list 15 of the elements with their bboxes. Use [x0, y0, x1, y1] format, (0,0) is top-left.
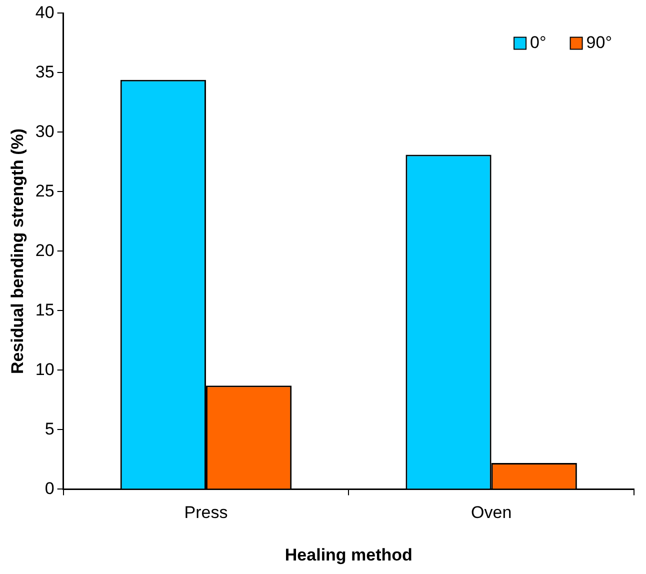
y-tick-label: 5 [44, 419, 54, 438]
y-tick-label: 35 [35, 62, 54, 82]
legend-label: 0° [530, 32, 546, 52]
y-tick-label: 30 [35, 122, 54, 141]
x-tick-label: Oven [471, 503, 512, 522]
y-tick-label: 10 [35, 360, 54, 379]
y-axis-title: Residual bending strength (%) [8, 128, 27, 374]
y-tick-label: 15 [35, 300, 54, 320]
y-tick-label: 20 [35, 240, 54, 260]
y-tick-label: 0 [44, 478, 54, 498]
x-tick-label: Press [184, 503, 228, 522]
y-tick-label: 25 [35, 181, 54, 200]
x-axis-title: Healing method [284, 545, 412, 564]
y-tick-label: 40 [35, 2, 54, 22]
legend-label: 90° [586, 32, 612, 52]
